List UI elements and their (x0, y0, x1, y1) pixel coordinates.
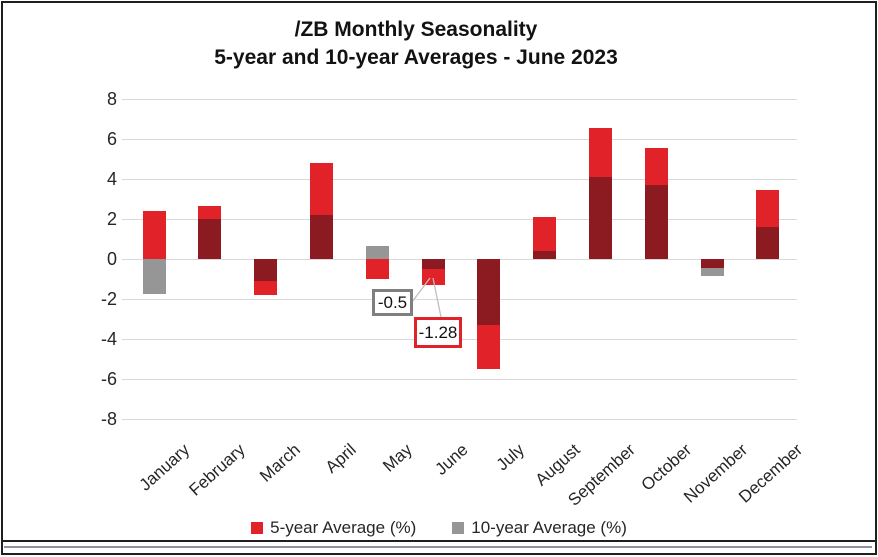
y-axis-tick-label--6: -6 (100, 369, 117, 389)
y-axis-tick-label--8: -8 (100, 409, 117, 429)
bar-july-5-year[interactable] (477, 325, 501, 369)
bar-january-10-year[interactable] (142, 259, 166, 294)
chart-title-line1: /ZB Monthly Seasonality (294, 18, 538, 41)
bar-april-overlap[interactable] (309, 215, 333, 259)
bar-july-overlap[interactable] (477, 259, 501, 325)
annotation-june-10-year-text: -0.5 (377, 292, 408, 312)
bar-january-5-year[interactable] (142, 211, 166, 259)
annotation-june-5-year-text: -1.28 (418, 322, 458, 342)
bar-november-overlap[interactable] (700, 259, 724, 268)
y-axis-tick-label-6: 6 (106, 129, 117, 149)
gridline-y--6 (122, 378, 797, 380)
legend-item-10-year[interactable]: 10-year Average (%) (452, 518, 627, 538)
y-axis-tick-label-4: 4 (106, 169, 117, 189)
gridline-y-2 (122, 218, 797, 220)
bar-october-overlap[interactable] (644, 185, 668, 259)
bar-may-5-year[interactable] (365, 259, 389, 279)
bar-october-5-year[interactable] (644, 148, 668, 185)
gridline-y-6 (122, 138, 797, 140)
legend: 5-year Average (%) 10-year Average (%) (0, 518, 878, 538)
worksheet-gridline (4, 546, 872, 548)
gridline-y-8 (122, 98, 797, 100)
bar-september-overlap[interactable] (588, 177, 612, 259)
bar-august-5-year[interactable] (533, 217, 557, 251)
bar-june-overlap[interactable] (421, 259, 445, 269)
bar-august-overlap[interactable] (533, 251, 557, 259)
legend-item-5-year[interactable]: 5-year Average (%) (251, 518, 416, 538)
bar-march-5-year[interactable] (254, 281, 278, 295)
gridline-y--2 (122, 298, 797, 300)
bar-february-5-year[interactable] (198, 206, 222, 219)
legend-swatch-10-year-icon (452, 522, 465, 534)
bar-december-overlap[interactable] (756, 227, 780, 259)
bar-april-5-year[interactable] (309, 163, 333, 215)
gridline-y-4 (122, 178, 797, 180)
chart-title-line2: 5-year and 10-year Averages - June 2023 (214, 46, 618, 69)
bar-december-5-year[interactable] (756, 190, 780, 227)
chart-border-bottom (1, 540, 875, 542)
bar-february-overlap[interactable] (198, 219, 222, 259)
bar-september-5-year[interactable] (588, 128, 612, 177)
y-axis-tick-label-0: 0 (106, 249, 117, 269)
y-axis-tick-label-2: 2 (106, 209, 117, 229)
chart-title: /ZB Monthly Seasonality 5-year and 10-ye… (36, 16, 796, 72)
bar-november-10-year[interactable] (700, 268, 724, 276)
legend-label-5-year: 5-year Average (%) (270, 518, 417, 537)
annotation-june-5-year-value[interactable]: -1.28 (414, 317, 462, 348)
y-axis-tick-label-8: 8 (106, 89, 117, 109)
legend-label-10-year: 10-year Average (%) (471, 518, 627, 537)
gridline-y--8 (122, 418, 797, 420)
y-axis-tick-label--4: -4 (100, 329, 117, 349)
bar-may-10-year[interactable] (365, 246, 389, 259)
annotation-june-10-year-value[interactable]: -0.5 (372, 289, 413, 316)
bar-march-overlap[interactable] (254, 259, 278, 281)
y-axis-tick-label--2: -2 (100, 289, 117, 309)
legend-swatch-5-year-icon (251, 522, 264, 534)
gridline-y-0 (122, 258, 797, 260)
